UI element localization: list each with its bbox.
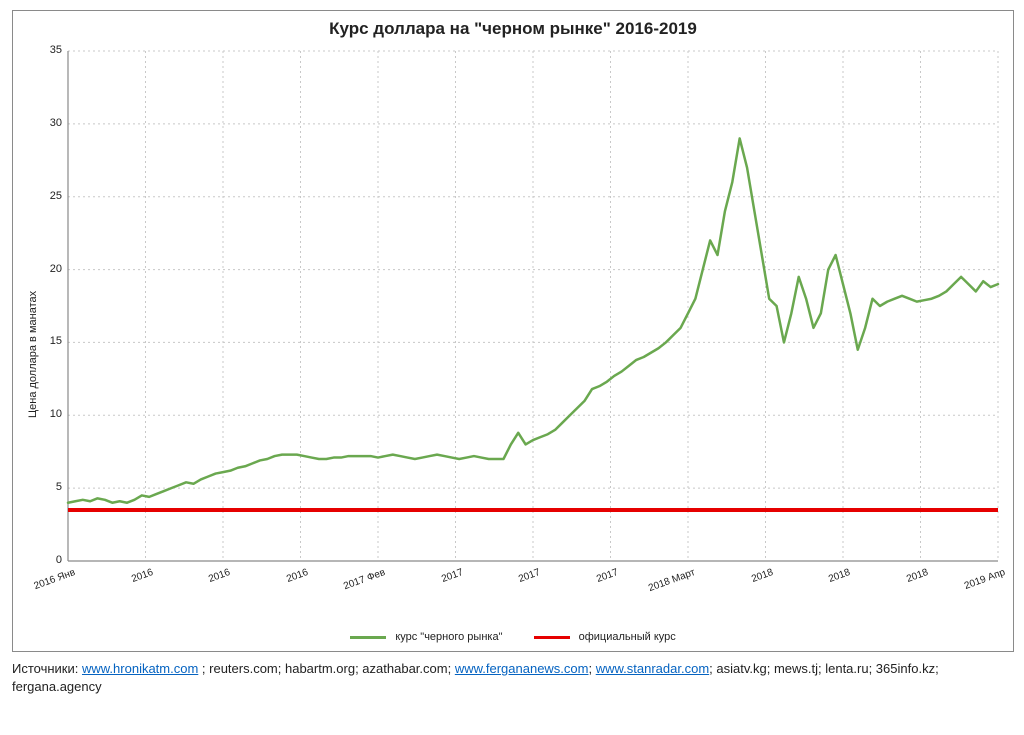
source-link[interactable]: www.hronikatm.com xyxy=(82,661,198,676)
chart-container: Курс доллара на "черном рынке" 2016-2019… xyxy=(12,10,1014,652)
legend-label-official: официальный курс xyxy=(579,631,676,643)
source-link[interactable]: www.stanradar.com xyxy=(596,661,709,676)
y-tick-label: 35 xyxy=(32,44,62,56)
y-tick-label: 0 xyxy=(32,554,62,566)
y-tick-label: 20 xyxy=(32,263,62,275)
y-tick-label: 25 xyxy=(32,190,62,202)
legend-item-official: официальный курс xyxy=(534,631,676,643)
legend-label-black-market: курс "черного рынка" xyxy=(395,631,502,643)
y-tick-label: 5 xyxy=(32,481,62,493)
y-tick-label: 10 xyxy=(32,408,62,420)
sources-text: Источники: www.hronikatm.com ; reuters.c… xyxy=(12,660,1012,696)
source-link[interactable]: www.ferganаnews.com xyxy=(455,661,589,676)
y-tick-label: 15 xyxy=(32,335,62,347)
y-tick-label: 30 xyxy=(32,117,62,129)
legend-swatch-black-market xyxy=(350,636,386,639)
legend-swatch-official xyxy=(534,636,570,639)
chart-plot xyxy=(13,11,1013,651)
chart-legend: курс "черного рынка" официальный курс xyxy=(13,631,1013,643)
legend-item-black-market: курс "черного рынка" xyxy=(350,631,502,643)
